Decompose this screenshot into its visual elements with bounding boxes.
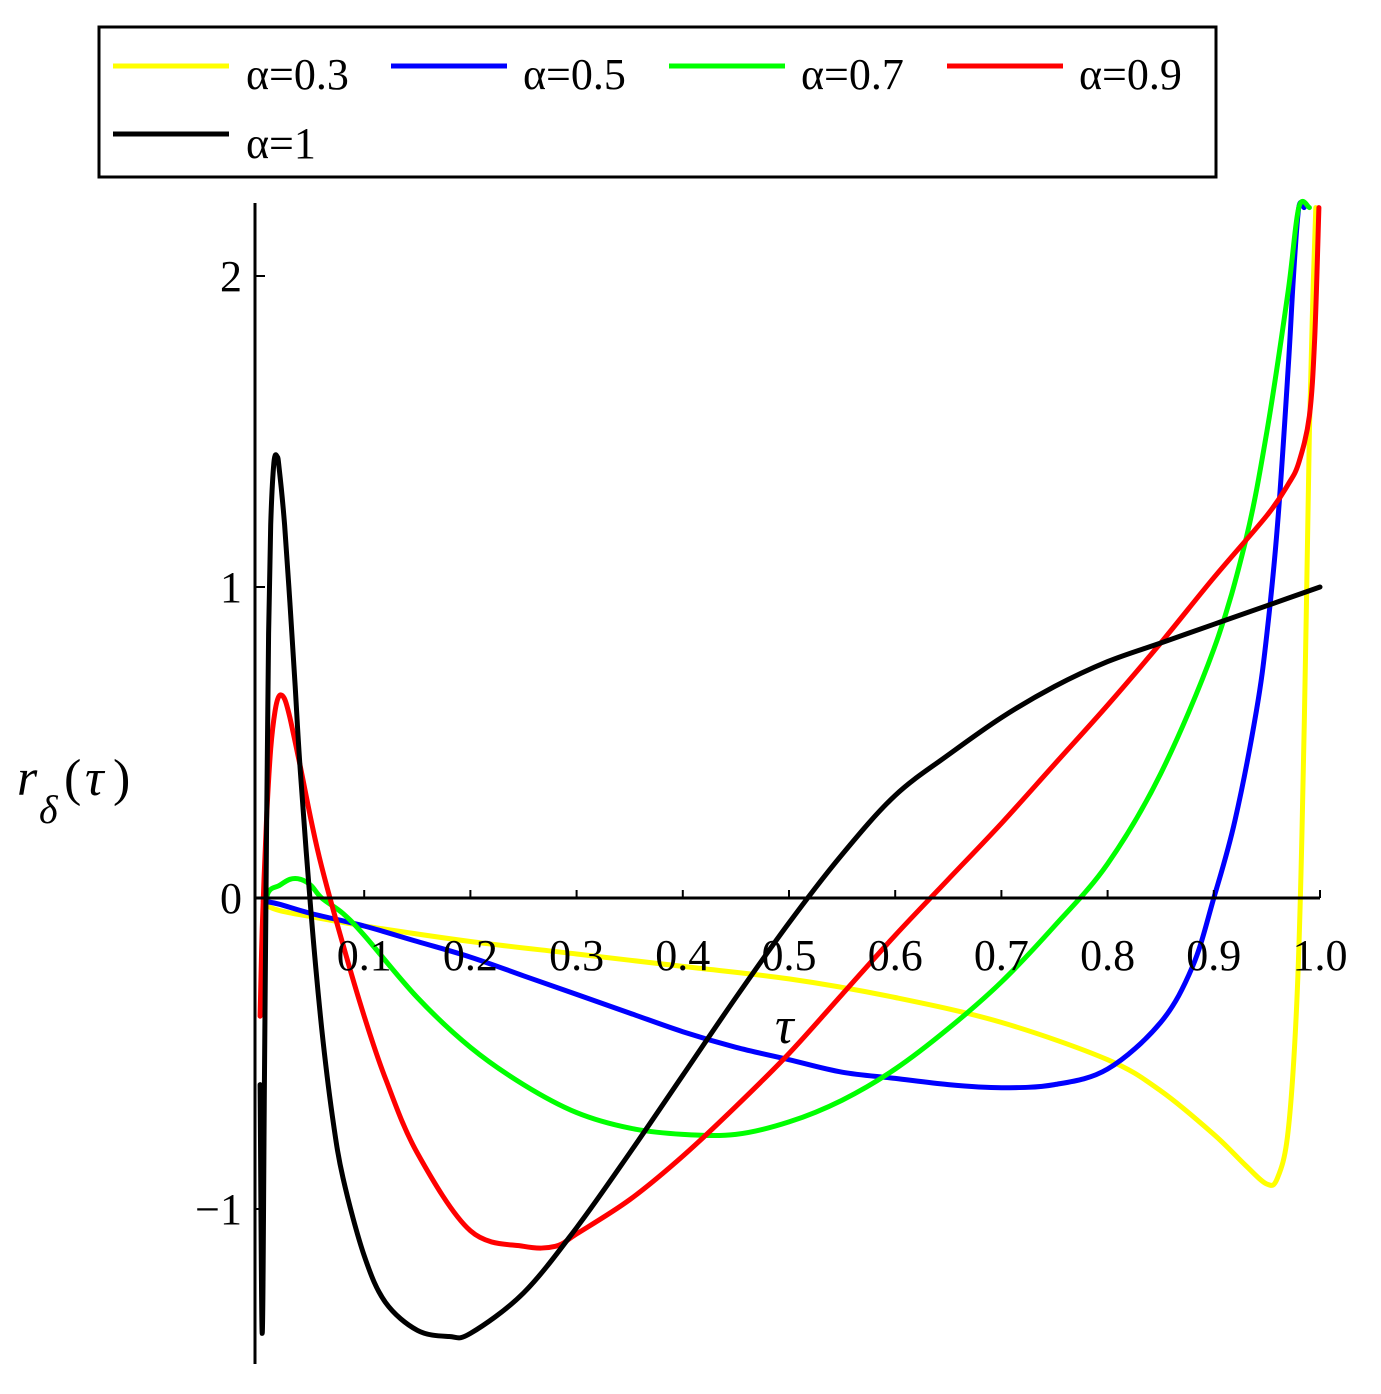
x-tick-label: 1.0 <box>1293 931 1348 980</box>
y-axis-title: r δ ( τ ) <box>17 750 130 832</box>
legend-entry-3: α=0.9 <box>947 50 1182 99</box>
legend-box <box>97 25 1218 179</box>
x-tick-labels: 0.1 0.2 0.3 0.4 0.5 0.6 0.7 0.8 0.9 1.0 <box>337 890 1348 980</box>
y-axis-title-open-paren: ( <box>64 750 81 807</box>
legend-label-3: α=0.9 <box>1079 50 1182 99</box>
y-tick-labels: −1 0 1 2 <box>195 252 265 1234</box>
y-axis-title-main: r <box>17 750 38 807</box>
legend-entry-4: α=1 <box>113 119 316 168</box>
legend-label-0: α=0.3 <box>246 50 349 99</box>
series-line-3 <box>257 205 1322 1251</box>
legend-label-4: α=1 <box>246 119 316 168</box>
series-line-2 <box>260 198 1312 1139</box>
y-axis-title-subscript: δ <box>39 787 59 832</box>
x-tick-label: 0.1 <box>337 931 392 980</box>
legend-entry-1: α=0.5 <box>391 50 626 99</box>
y-axis-title-close-paren: ) <box>113 750 130 807</box>
series-line-1 <box>260 200 1307 1091</box>
x-tick-label: 0.6 <box>868 931 923 980</box>
plot-area: 0.1 0.2 0.3 0.4 0.5 0.6 0.7 0.8 0.9 1.0 −1 0 1 2 <box>195 198 1348 1364</box>
x-tick-label: 0.7 <box>974 931 1029 980</box>
x-tick-label: 0.4 <box>655 931 710 980</box>
series-line-4 <box>257 452 1323 1341</box>
y-tick-label: −1 <box>195 1185 242 1234</box>
x-tick-label: 0.8 <box>1080 931 1135 980</box>
y-tick-label: 2 <box>220 252 242 301</box>
x-tick-label: 0.2 <box>443 931 498 980</box>
legend-entry-0: α=0.3 <box>113 50 349 99</box>
legend-label-2: α=0.7 <box>801 50 904 99</box>
legend-entry-2: α=0.7 <box>669 50 904 99</box>
x-tick-label: 0.9 <box>1186 931 1241 980</box>
x-tick-label: 0.5 <box>762 931 817 980</box>
y-tick-label: 0 <box>220 874 242 923</box>
x-tick-label: 0.3 <box>549 931 604 980</box>
legend-label-1: α=0.5 <box>523 50 626 99</box>
y-tick-label: 1 <box>220 563 242 612</box>
y-axis-title-argument: τ <box>85 750 106 807</box>
x-axis-title: τ <box>775 998 796 1055</box>
legend: α=0.3 α=0.5 α=0.7 α=0.9 α=1 <box>97 25 1218 179</box>
series-line-0 <box>260 205 1319 1188</box>
series-layer <box>257 198 1323 1341</box>
